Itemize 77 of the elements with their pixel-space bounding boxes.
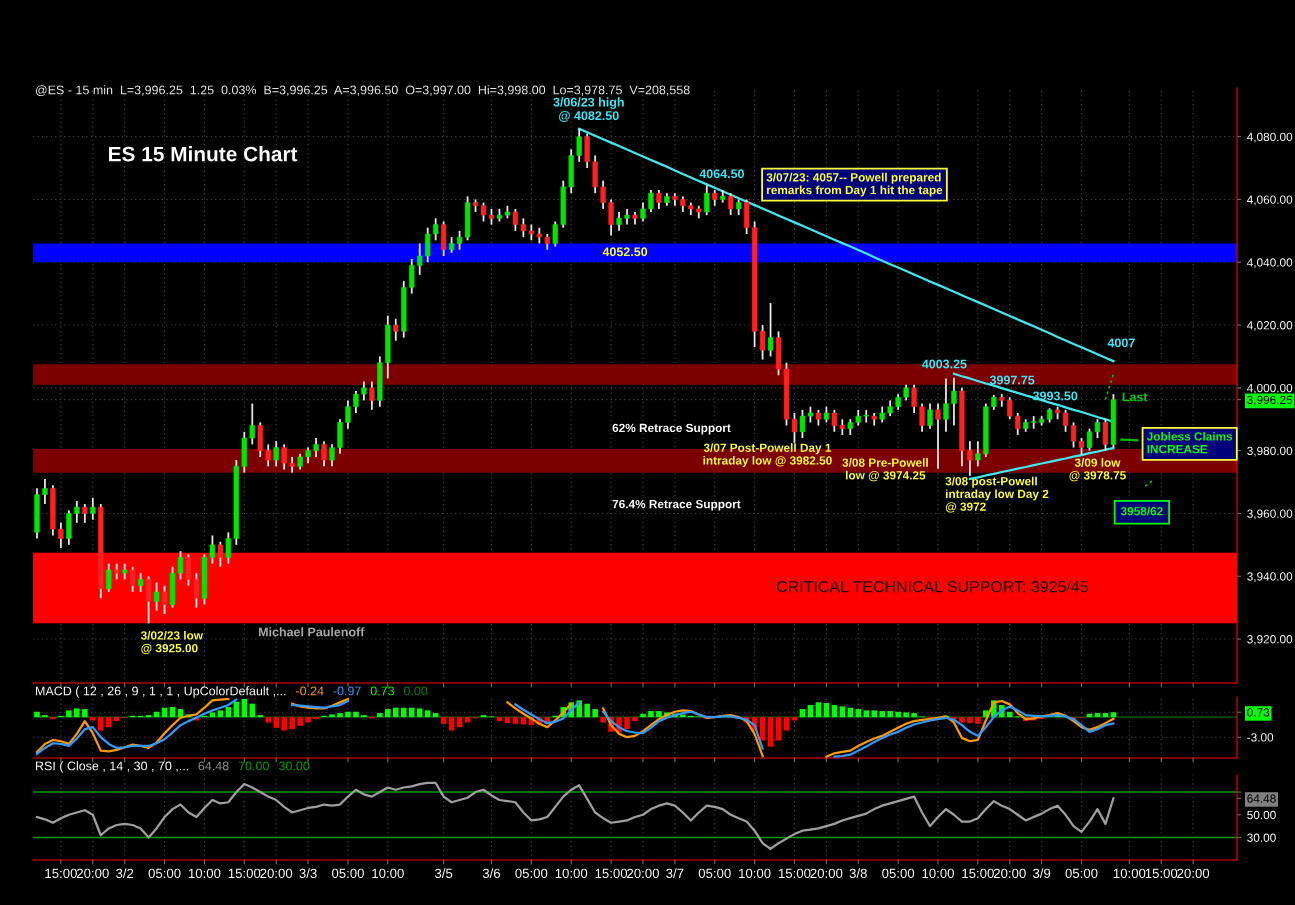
annotation: 3/08 post-Powell intraday low Day 2 @ 3972 xyxy=(945,476,1049,513)
x-tick-label: 15:00 xyxy=(778,868,811,879)
x-tick-label: 3/6 xyxy=(482,868,501,879)
x-tick-label: 10:00 xyxy=(739,868,771,879)
text: 0.00 xyxy=(403,686,428,696)
annotation: 3993.50 xyxy=(1032,391,1078,401)
annotation: 3997.75 xyxy=(989,375,1035,385)
y-tick-label: 64.48 xyxy=(1247,794,1276,803)
chart-subtitle: @ES - 15 min L=3,996.25 1.25 0.03% B=3,996.25 A=3,996.50 O=3,997.00 Hi=3,998.00 Lo=3,978.75 V=208,558 xyxy=(35,85,690,96)
y-tick-label: 4,020.00 xyxy=(1246,321,1293,331)
x-tick-label: 20:00 xyxy=(993,868,1026,879)
annotation: Jobless Claims INCREASE xyxy=(1146,431,1233,454)
x-tick-label: 20:00 xyxy=(810,868,843,879)
text: 64.48 xyxy=(198,761,229,771)
band-label: 4052.50 xyxy=(602,247,648,257)
x-tick-label: 10:00 xyxy=(372,868,404,879)
chart-title: RSI ( Close , 14 , 30 , 70 ,... xyxy=(36,761,189,773)
x-tick-label: 3/2 xyxy=(116,868,134,879)
x-tick-label: 20:00 xyxy=(260,868,293,879)
x-tick-label: 05:00 xyxy=(882,868,915,879)
y-tick-label: 4,000.00 xyxy=(1246,383,1293,394)
y-tick-label: 0.73 xyxy=(1247,708,1270,717)
annotation: Last xyxy=(1122,392,1148,402)
annotation: 4007 xyxy=(1107,338,1135,348)
y-tick-label: 4,080.00 xyxy=(1246,132,1293,143)
x-tick-label: 15:00 xyxy=(962,868,994,879)
x-tick-label: 3/5 xyxy=(434,868,453,879)
text: -0.24 xyxy=(296,686,324,696)
annotation: 3958/62 xyxy=(1120,506,1163,516)
y-tick-label: 4,060.00 xyxy=(1246,195,1293,206)
annotation: 3/06/23 high @ 4082.50 xyxy=(553,97,624,122)
y-tick-label: 4,040.00 xyxy=(1246,258,1293,269)
text: 70.00 xyxy=(238,761,269,771)
text: -0.97 xyxy=(333,686,361,696)
annotation: 3/08 Pre-Powell low @ 3974.25 xyxy=(842,458,928,482)
y-tick-label: -3.00 xyxy=(1247,733,1274,742)
x-tick-label: 05:00 xyxy=(1065,868,1098,879)
y-tick-label: 3,920.00 xyxy=(1247,635,1293,645)
x-tick-label: 3/7 xyxy=(666,868,684,879)
y-tick-label: 30.00 xyxy=(1247,833,1276,842)
y-tick-label: 3,940.00 xyxy=(1247,572,1293,583)
annotation: 3/07 Post-Powell Day 1 intraday low @ 3982.50 xyxy=(703,443,832,467)
x-tick-label: 05:00 xyxy=(331,868,364,879)
annotation: 76.4% Retrace Support xyxy=(612,499,741,511)
band-label: CRITICAL TECHNICAL SUPPORT: 3925/45 xyxy=(776,580,1088,593)
x-tick-label: 05:00 xyxy=(698,868,731,879)
x-tick-label: 3/3 xyxy=(299,868,317,879)
chart-title: MACD ( 12 , 26 , 9 , 1 , 1 , UpColorDefault ,... xyxy=(36,686,286,698)
x-tick-label: 15:00 xyxy=(595,868,628,879)
annotation: 3/07/23: 4057-- Powell prepared remarks from Day 1 hit the tape xyxy=(766,172,943,197)
annotation: 4064.50 xyxy=(699,169,744,179)
annotation: Michael Paulenoff xyxy=(258,627,365,637)
annotation: 4003.25 xyxy=(921,359,967,369)
y-tick-label: 3,980.00 xyxy=(1247,446,1293,457)
x-tick-label: 20:00 xyxy=(1177,868,1210,879)
x-tick-label: 10:00 xyxy=(922,868,954,879)
x-tick-label: 20:00 xyxy=(627,868,659,879)
x-tick-label: 10:00 xyxy=(1113,868,1146,879)
text: 30.00 xyxy=(278,761,310,771)
x-tick-label: 15:00 xyxy=(228,868,261,879)
text: ES 15 Minute Chart xyxy=(109,146,298,162)
x-tick-label: 15:00 xyxy=(45,868,77,879)
annotation: 3/09 low @ 3978.75 xyxy=(1069,458,1126,482)
y-tick-label: 3,960.00 xyxy=(1247,509,1293,520)
x-tick-label: 15:00 xyxy=(1145,868,1178,879)
y-tick-label: 50.00 xyxy=(1247,810,1276,820)
x-tick-label: 3/8 xyxy=(849,868,867,879)
annotation: 3/02/23 low @ 3925.00 xyxy=(140,630,204,655)
x-tick-label: 20:00 xyxy=(76,868,109,879)
x-tick-label: 3/9 xyxy=(1032,868,1051,879)
x-tick-label: 05:00 xyxy=(148,868,181,879)
annotation: 62% Retrace Support xyxy=(612,423,731,435)
y-tick-label: 3,996.25 xyxy=(1247,395,1293,406)
x-tick-label: 05:00 xyxy=(515,868,548,879)
text: 0.73 xyxy=(370,686,395,696)
x-tick-label: 10:00 xyxy=(555,868,588,879)
x-tick-label: 10:00 xyxy=(188,868,221,879)
